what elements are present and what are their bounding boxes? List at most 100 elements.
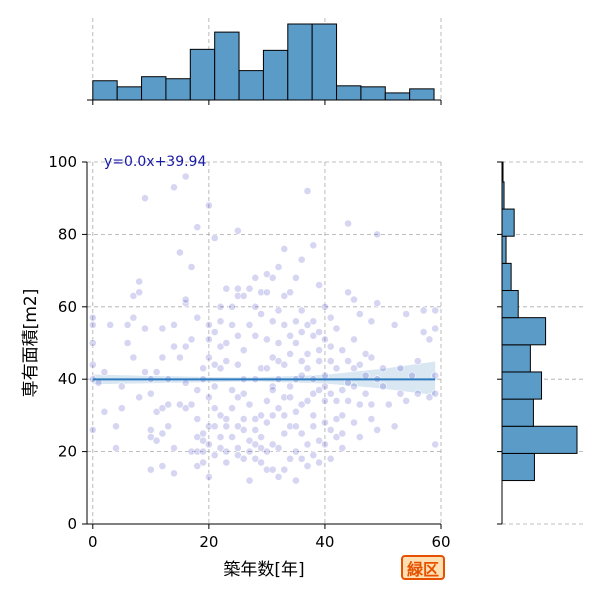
scatter-point xyxy=(286,422,294,431)
scatter-point xyxy=(297,454,306,463)
scatter-point xyxy=(262,270,271,279)
scatter-point xyxy=(315,281,323,289)
scatter-point xyxy=(158,429,167,438)
scatter-point xyxy=(320,396,329,405)
scatter-point xyxy=(88,360,97,369)
scatter-point xyxy=(199,429,207,438)
x-hist-bar xyxy=(384,92,411,101)
scatter-point xyxy=(257,411,265,420)
scatter-point xyxy=(309,411,318,420)
x-hist-bar xyxy=(116,86,143,101)
x-hist-bar xyxy=(189,48,216,101)
x-hist-bar xyxy=(92,80,118,101)
scatter-point xyxy=(222,284,231,293)
scatter-point xyxy=(210,328,219,336)
scatter-point xyxy=(204,335,213,344)
scatter-point xyxy=(216,444,225,452)
scatter-point xyxy=(344,219,352,228)
scatter-point xyxy=(112,444,120,452)
scatter-point xyxy=(88,339,97,347)
scatter-point xyxy=(309,451,318,460)
scatter-point xyxy=(245,320,254,329)
scatter-point xyxy=(338,386,347,394)
scatter-point xyxy=(204,393,213,402)
scatter-point xyxy=(373,230,382,239)
scatter-point xyxy=(280,291,289,300)
scatter-point xyxy=(274,339,283,347)
scatter-point xyxy=(257,458,265,467)
scatter-point xyxy=(135,277,144,286)
scatter-point xyxy=(204,440,213,449)
y-tick-label: 20 xyxy=(58,443,77,461)
scatter-point xyxy=(431,324,440,333)
scatter-point xyxy=(274,404,283,413)
scatter-point xyxy=(228,386,236,394)
x-hist-bar xyxy=(360,86,386,101)
scatter-point xyxy=(88,425,97,434)
scatter-point xyxy=(216,411,225,420)
scatter-point xyxy=(320,382,329,391)
scatter-point xyxy=(251,415,260,423)
scatter-point xyxy=(251,302,260,311)
scatter-point xyxy=(129,313,138,322)
scatter-point xyxy=(233,284,242,293)
scatter-point xyxy=(303,440,312,449)
x-hist-bar xyxy=(165,78,191,101)
scatter-point xyxy=(193,223,202,232)
scatter-point xyxy=(297,371,306,380)
scatter-point xyxy=(239,291,248,300)
x-axis-label: 築年数[年] xyxy=(223,560,304,580)
scatter-point xyxy=(431,306,440,315)
scatter-point xyxy=(286,349,294,358)
scatter-point xyxy=(297,357,306,365)
scatter-point xyxy=(100,368,109,376)
scatter-point xyxy=(315,458,323,467)
scatter-point xyxy=(175,248,184,257)
scatter-point xyxy=(326,425,335,434)
y-hist-bar xyxy=(501,262,512,292)
y-hist-bar xyxy=(501,317,547,346)
scatter-point xyxy=(251,331,260,340)
scatter-point xyxy=(326,389,335,398)
scatter-point xyxy=(291,422,300,431)
scatter-point xyxy=(251,440,260,449)
scatter-point xyxy=(129,291,138,300)
scatter-point xyxy=(373,299,382,308)
scatter-point xyxy=(274,263,283,271)
scatter-point xyxy=(117,404,126,413)
scatter-point xyxy=(303,462,312,470)
x-hist-bar xyxy=(336,85,362,101)
scatter-point xyxy=(164,422,173,431)
scatter-point xyxy=(350,335,358,344)
scatter-point xyxy=(280,360,289,369)
scatter-point xyxy=(146,465,155,474)
scatter-point xyxy=(291,339,300,347)
scatter-point xyxy=(187,447,196,456)
y-tick-label: 0 xyxy=(67,515,77,533)
scatter-point xyxy=(216,364,225,373)
scatter-point xyxy=(408,371,416,380)
scatter-point xyxy=(158,324,167,333)
scatter-point xyxy=(344,357,352,365)
scatter-point xyxy=(280,244,289,253)
scatter-point xyxy=(170,469,178,478)
regression-ci-band xyxy=(92,361,436,396)
scatter-point xyxy=(268,353,277,362)
scatter-point xyxy=(175,353,184,362)
scatter-point xyxy=(170,342,178,351)
scatter-point xyxy=(233,291,242,300)
scatter-point xyxy=(210,404,219,413)
scatter-point xyxy=(315,346,323,355)
y-marginal-histogram xyxy=(497,161,583,525)
scatter-point xyxy=(274,444,283,452)
scatter-point xyxy=(332,433,341,441)
x-hist-bar xyxy=(287,23,313,101)
scatter-point xyxy=(233,226,242,235)
scatter-point xyxy=(297,255,306,264)
scatter-point xyxy=(350,295,358,304)
district-badge: 緑区 xyxy=(401,555,446,580)
scatter-point xyxy=(338,411,347,420)
scatter-point xyxy=(170,183,178,192)
scatter-point xyxy=(112,422,120,431)
scatter-point xyxy=(303,364,312,373)
